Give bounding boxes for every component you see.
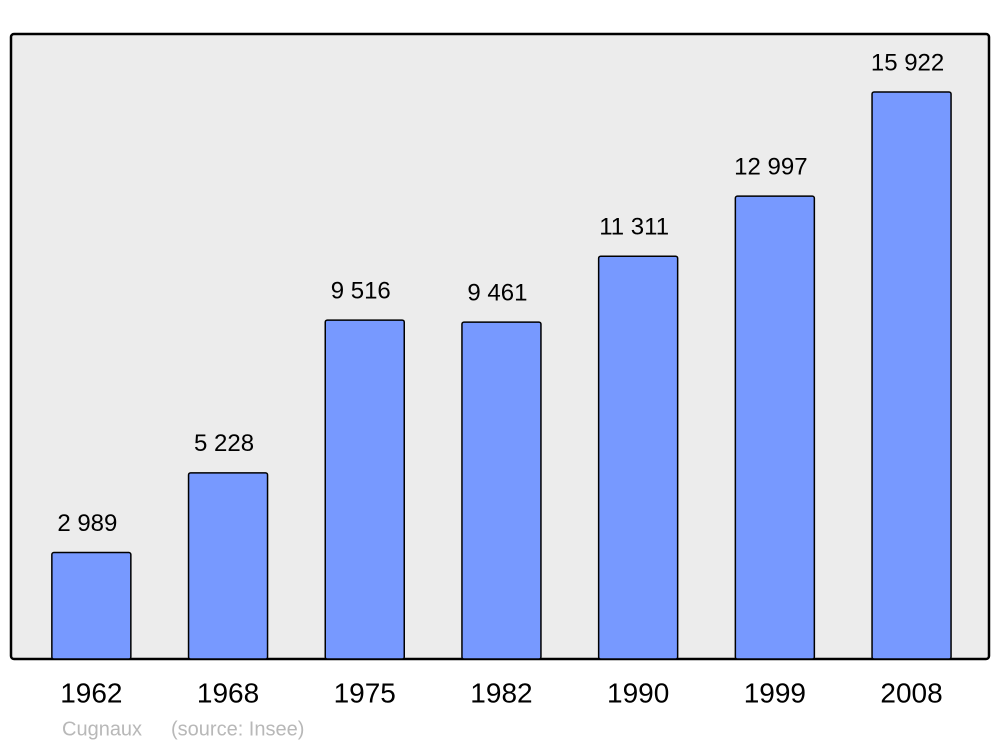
bar — [871, 91, 952, 660]
bar — [461, 321, 542, 660]
x-tick-label: 1982 — [470, 677, 532, 708]
value-label: 9 461 — [467, 279, 527, 306]
value-label: 15 922 — [871, 49, 944, 76]
x-tick-label: 2008 — [880, 677, 942, 708]
value-label: 11 311 — [599, 214, 669, 241]
bar — [324, 319, 405, 660]
x-tick-label: 1990 — [607, 677, 669, 708]
bar — [51, 551, 132, 660]
footer-source: (source: Insee) — [171, 718, 304, 740]
x-tick-label: 1975 — [334, 677, 396, 708]
x-tick-label: 1968 — [197, 677, 259, 708]
value-label: 12 997 — [734, 154, 807, 181]
value-label: 9 516 — [331, 277, 391, 304]
bar — [187, 472, 269, 660]
value-label: 2 989 — [57, 510, 117, 537]
x-tick-label: 1999 — [744, 677, 806, 708]
x-tick-label: 1962 — [60, 677, 122, 708]
bar — [597, 255, 679, 660]
value-label: 5 228 — [194, 430, 254, 457]
footer-place: Cugnaux — [62, 718, 142, 740]
bar — [734, 195, 816, 660]
